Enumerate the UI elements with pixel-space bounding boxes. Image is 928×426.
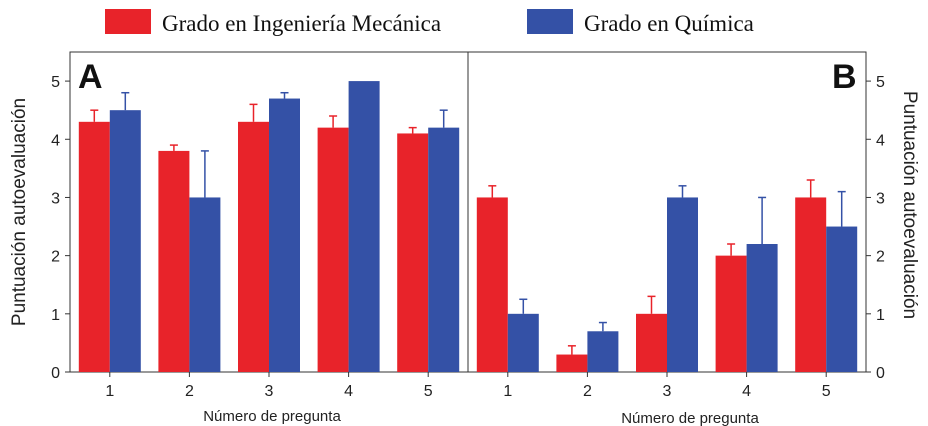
bar-mecanica — [795, 197, 827, 372]
panel-b: B Puntuación autoevaluación Número de pr… — [467, 51, 920, 426]
panel-b-ytick-label: 2 — [876, 249, 885, 266]
bar-quimica — [348, 81, 380, 372]
bar-quimica — [189, 197, 221, 372]
panel-a-xtick-label: 2 — [185, 383, 194, 400]
legend-swatch-quimica — [527, 9, 573, 34]
bar-quimica — [507, 313, 539, 372]
legend: Grado en Ingeniería Mecánica Grado en Qu… — [105, 9, 754, 36]
bar-quimica — [667, 197, 698, 372]
bar-mecanica — [317, 127, 349, 373]
bar-mecanica — [158, 150, 190, 372]
panel-b-ytick-label: 3 — [876, 190, 885, 207]
panel-a-xtick-label: 5 — [424, 383, 433, 400]
bar-quimica — [269, 98, 300, 372]
panel-b-ytick-label: 0 — [876, 365, 885, 382]
bar-mecanica — [636, 313, 667, 372]
panel-b-xtick-label: 2 — [583, 383, 592, 400]
panel-a-ytick-label: 3 — [51, 190, 60, 207]
panel-a-ylabel: Puntuación autoevaluación — [9, 98, 30, 326]
panel-b-ytick-label: 4 — [876, 132, 885, 149]
panel-a-xlabel: Número de pregunta — [203, 408, 341, 425]
panel-a-xtick-label: 3 — [265, 383, 274, 400]
bar-quimica — [746, 244, 778, 372]
panel-b-ytick-label: 1 — [876, 307, 885, 324]
bar-mecanica — [238, 121, 269, 373]
panel-b-xtick-label: 5 — [822, 383, 831, 400]
bar-mecanica — [397, 133, 429, 372]
panel-b-ytick-label: 5 — [876, 74, 885, 91]
panel-b-ylabel: Puntuación autoevaluación — [899, 91, 920, 319]
panel-b-xlabel: Número de pregunta — [621, 410, 759, 426]
panel-b-xtick-label: 4 — [742, 383, 751, 400]
panel-b-label: B — [832, 58, 857, 96]
bar-quimica — [587, 331, 619, 372]
panel-b-xtick-label: 1 — [503, 383, 512, 400]
panel-a-ytick-label: 4 — [51, 132, 60, 149]
bar-mecanica — [78, 121, 110, 373]
panel-a-xtick-label: 1 — [105, 383, 114, 400]
panel-a: A Puntuación autoevaluación Número de pr… — [9, 51, 469, 425]
panel-a-ytick-label: 0 — [51, 365, 60, 382]
panel-a-ytick-label: 2 — [51, 249, 60, 266]
panel-b-xtick-label: 3 — [663, 383, 672, 400]
legend-label-quimica: Grado en Química — [584, 11, 754, 36]
bar-mecanica — [715, 255, 747, 372]
panel-a-ytick-label: 5 — [51, 74, 60, 91]
panel-a-xtick-label: 4 — [344, 383, 353, 400]
panel-a-label: A — [78, 58, 103, 96]
legend-label-mecanica: Grado en Ingeniería Mecánica — [162, 11, 441, 36]
panel-a-ytick-label: 1 — [51, 307, 60, 324]
legend-swatch-mecanica — [105, 9, 151, 34]
bar-mecanica — [556, 354, 588, 372]
bar-mecanica — [476, 197, 508, 372]
bar-quimica — [109, 110, 141, 372]
bar-quimica — [428, 127, 460, 373]
bar-quimica — [826, 226, 858, 372]
